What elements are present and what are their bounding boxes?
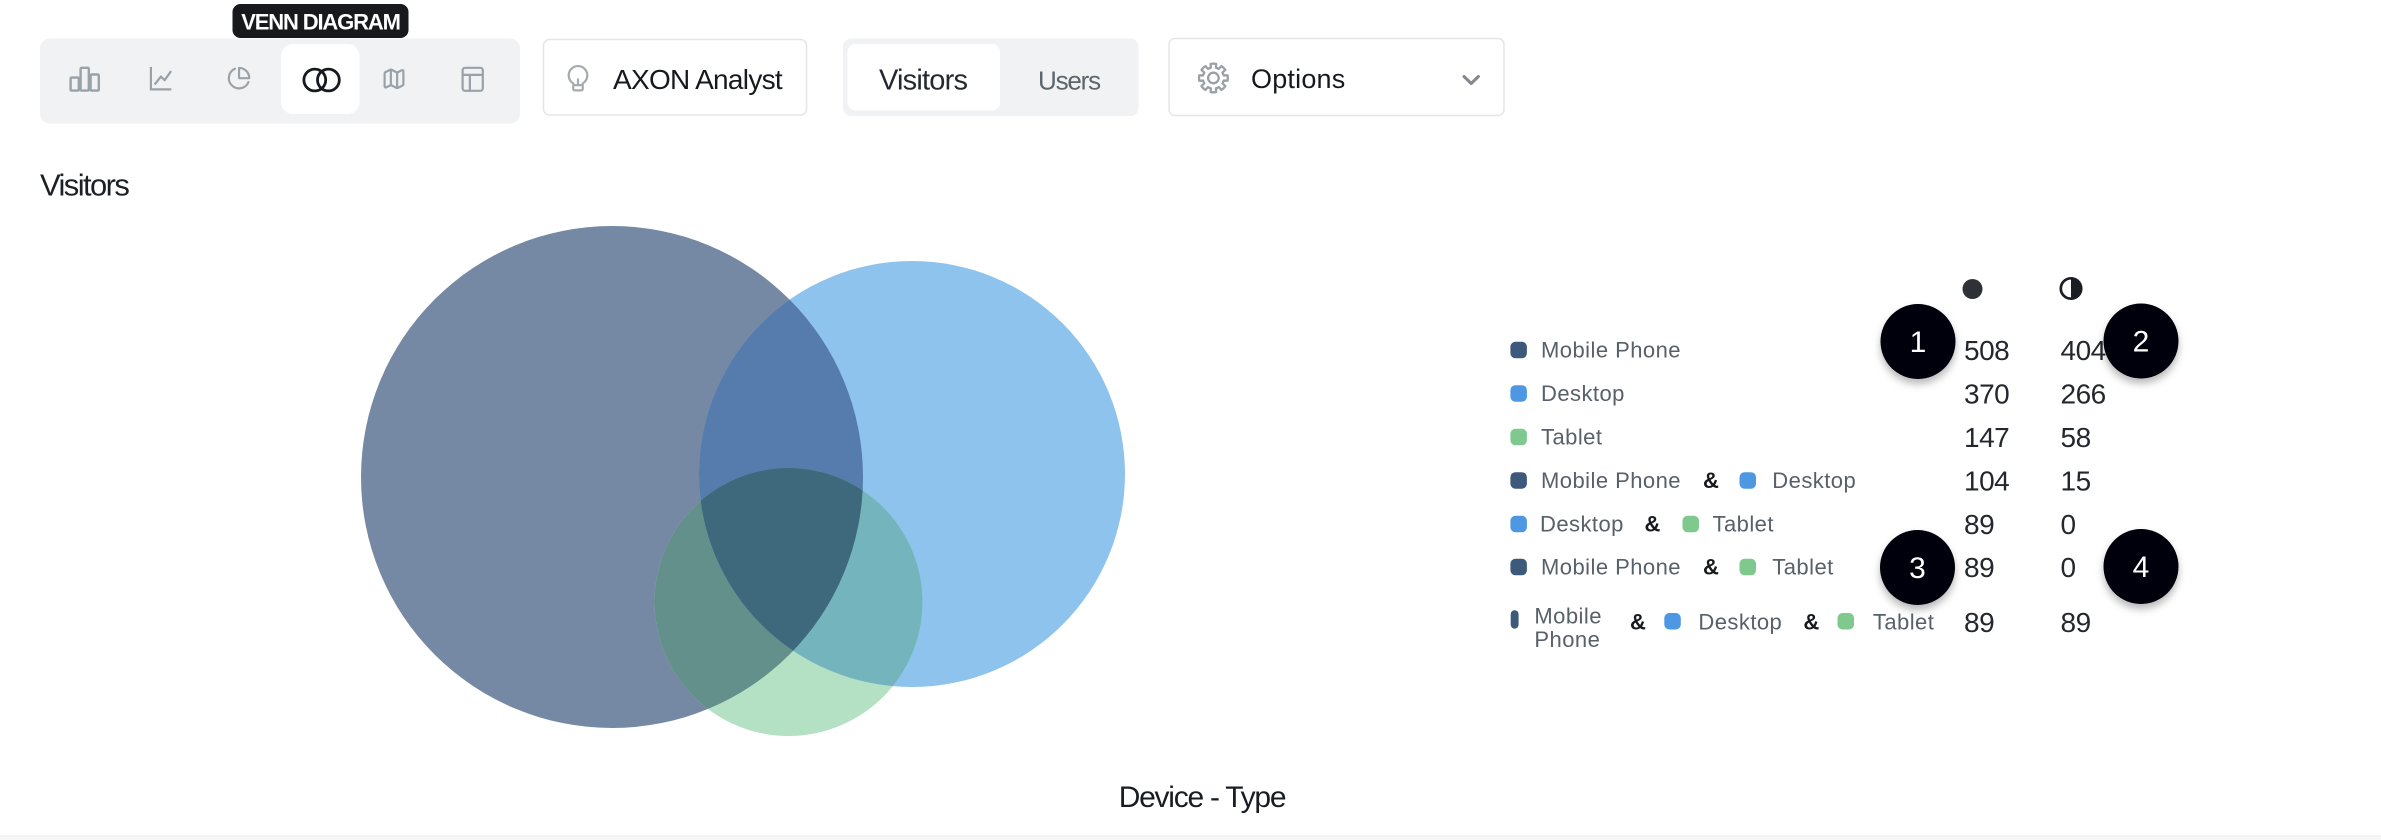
- svg-text:Mobile Phone: Mobile Phone: [1541, 555, 1681, 580]
- svg-text:Desktop: Desktop: [1541, 381, 1625, 406]
- svg-text:Mobile Phone: Mobile Phone: [1541, 468, 1681, 493]
- svg-text:Desktop: Desktop: [1772, 468, 1856, 493]
- svg-text:&: &: [1703, 468, 1719, 493]
- svg-text:370: 370: [1964, 379, 2009, 410]
- svg-text:&: &: [1630, 610, 1646, 635]
- svg-text:&: &: [1703, 555, 1719, 580]
- svg-text:Visitors: Visitors: [40, 167, 129, 202]
- svg-text:Mobile Phone: Mobile Phone: [1541, 338, 1681, 363]
- svg-text:89: 89: [1964, 509, 1994, 540]
- svg-text:Tablet: Tablet: [1541, 425, 1602, 450]
- svg-text:404: 404: [2061, 335, 2106, 366]
- svg-text:Tablet: Tablet: [1713, 512, 1774, 537]
- svg-text:3: 3: [1909, 552, 1926, 585]
- svg-text:Mobile: Mobile: [1534, 604, 1602, 629]
- svg-text:&: &: [1645, 512, 1661, 537]
- svg-text:1: 1: [1910, 326, 1927, 359]
- svg-text:147: 147: [1964, 422, 2009, 453]
- svg-text:89: 89: [1964, 607, 1994, 638]
- svg-text:Phone: Phone: [1534, 627, 1600, 652]
- svg-text:89: 89: [2061, 607, 2091, 638]
- svg-text:266: 266: [2061, 379, 2106, 410]
- svg-text:Desktop: Desktop: [1540, 512, 1624, 537]
- svg-text:Tablet: Tablet: [1873, 610, 1934, 635]
- svg-text:Options: Options: [1251, 64, 1345, 94]
- svg-text:4: 4: [2133, 551, 2150, 584]
- svg-text:Desktop: Desktop: [1698, 610, 1782, 635]
- svg-text:Device - Type: Device - Type: [1119, 781, 1286, 814]
- svg-text:104: 104: [1964, 466, 2009, 497]
- svg-text:VENN DIAGRAM: VENN DIAGRAM: [241, 10, 400, 35]
- svg-text:89: 89: [1964, 552, 1994, 583]
- svg-text:AXON Analyst: AXON Analyst: [613, 64, 783, 95]
- svg-text:Tablet: Tablet: [1772, 555, 1833, 580]
- svg-text:&: &: [1803, 610, 1819, 635]
- svg-text:0: 0: [2061, 509, 2076, 540]
- svg-text:0: 0: [2061, 552, 2076, 583]
- svg-text:Visitors: Visitors: [879, 65, 967, 97]
- svg-text:2: 2: [2133, 326, 2150, 359]
- svg-text:15: 15: [2061, 466, 2091, 497]
- svg-text:508: 508: [1964, 335, 2009, 366]
- svg-text:Users: Users: [1038, 66, 1101, 96]
- svg-text:58: 58: [2061, 422, 2091, 453]
